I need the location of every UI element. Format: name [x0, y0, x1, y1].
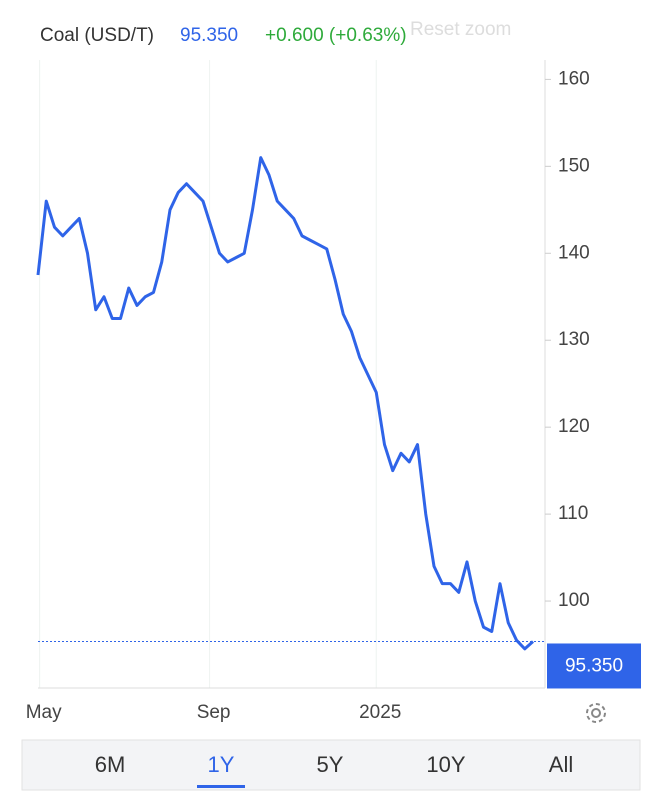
range-button[interactable]: All: [549, 752, 573, 777]
instrument-name: Coal (USD/T): [40, 25, 154, 46]
x-tick-label: May: [26, 702, 62, 723]
change: +0.600 (+0.63%): [265, 25, 407, 46]
range-button[interactable]: 1Y: [208, 752, 235, 777]
y-tick-label: 130: [558, 329, 590, 350]
y-tick-label: 120: [558, 416, 590, 437]
y-tick-label: 140: [558, 242, 590, 263]
price: 95.350: [180, 25, 238, 46]
range-underline: [197, 785, 245, 788]
y-tick-label: 110: [558, 503, 588, 524]
range-button[interactable]: 10Y: [426, 752, 465, 777]
y-tick-label: 100: [558, 590, 590, 611]
settings-icon[interactable]: [586, 703, 606, 723]
price-line: [36, 156, 535, 651]
range-button[interactable]: 6M: [95, 752, 126, 777]
y-tick-label: 150: [558, 155, 590, 176]
range-button[interactable]: 5Y: [317, 752, 344, 777]
last-price-box: [547, 643, 641, 689]
last-price-label: 95.350: [565, 656, 623, 677]
reset-zoom[interactable]: Reset zoom: [410, 19, 511, 40]
x-tick-label: 2025: [359, 702, 401, 723]
x-tick-label: Sep: [197, 702, 231, 723]
y-tick-label: 160: [558, 68, 590, 89]
range-bar: [21, 739, 641, 791]
